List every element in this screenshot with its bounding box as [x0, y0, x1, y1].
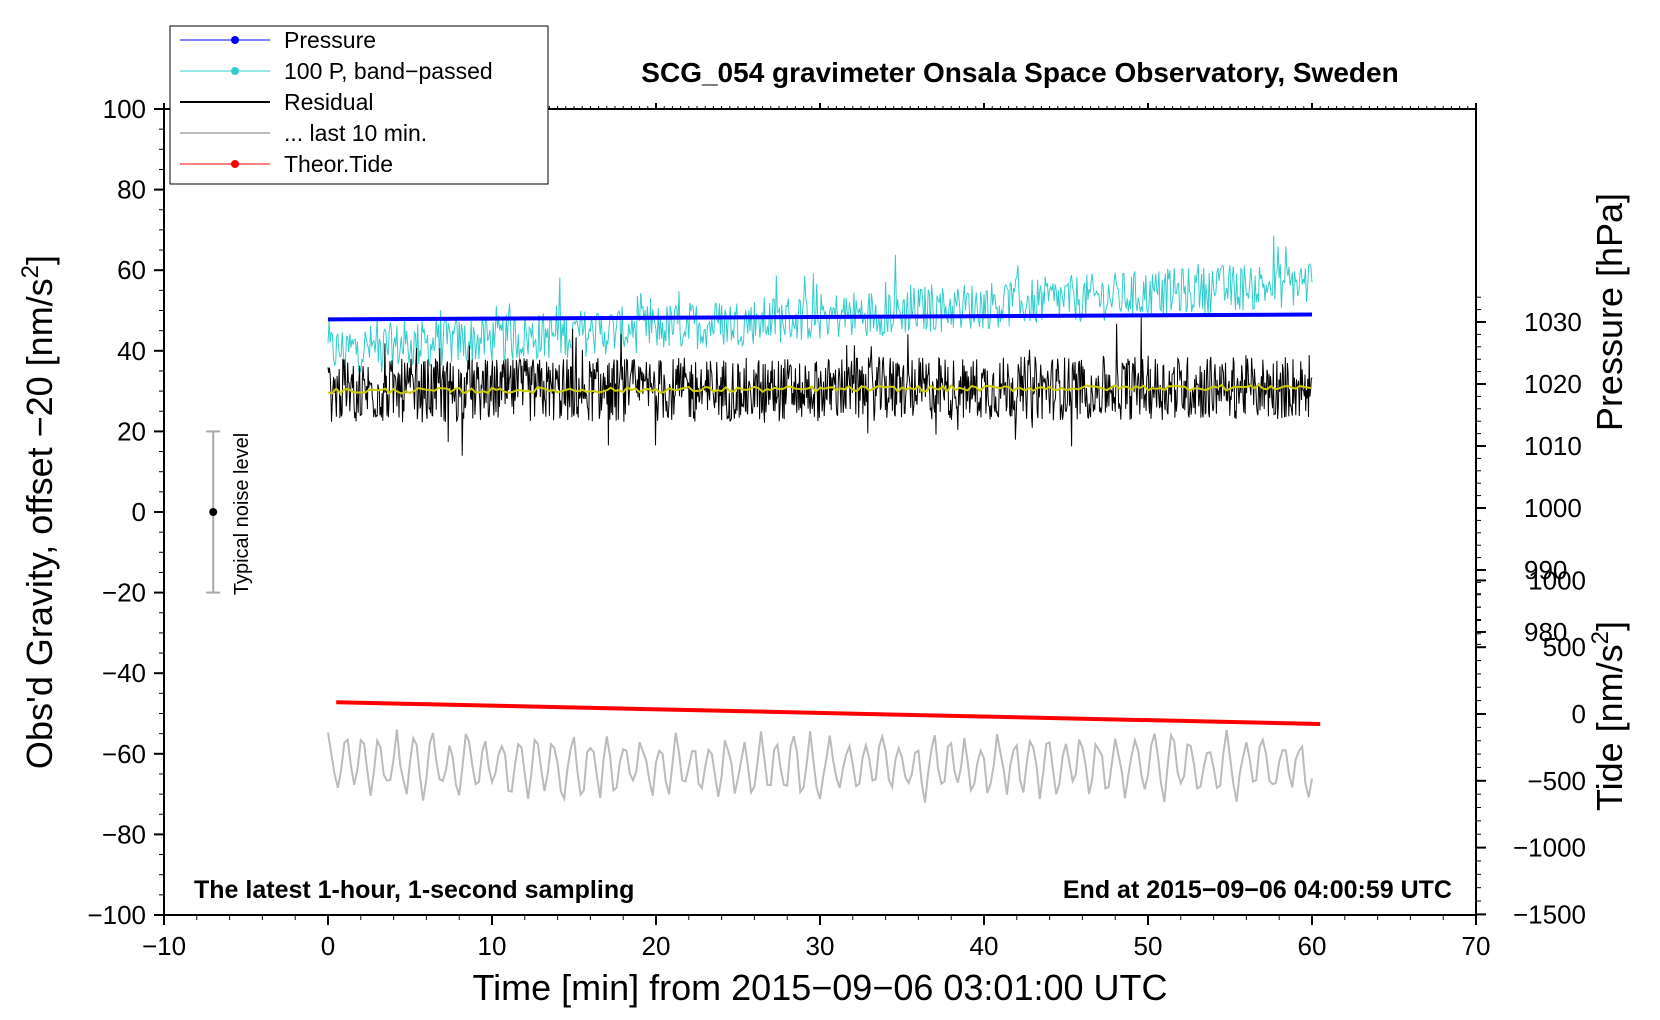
y-axis-ticks: 100 80 60 40 20 0 −20 −40 −60 −80 −100 [87, 94, 164, 930]
legend-label: Residual [284, 89, 374, 115]
noise-level-label: Typical noise level [231, 433, 253, 595]
tide-axis-ticks: 1000 500 0 −500 −1000 −1500 [1476, 565, 1586, 929]
y-tick-label: −100 [87, 900, 146, 930]
y-tick-label: 0 [132, 497, 146, 527]
tide-tick-label: 0 [1572, 699, 1586, 729]
series-residual-smoothed [327, 383, 1313, 395]
tide-tick-label: 500 [1543, 632, 1586, 662]
x-axis-label: Time [min] from 2015−09−06 03:01:00 UTC [472, 967, 1167, 1008]
y-tick-label: −20 [102, 578, 146, 608]
pressure-tick-label: 1000 [1524, 493, 1582, 523]
y-tick-label: 100 [103, 94, 146, 124]
y-tick-label: −80 [102, 819, 146, 849]
tide-tick-label: 1000 [1528, 565, 1586, 595]
y-tick-label: −60 [102, 739, 146, 769]
pressure-tick-label: 1030 [1524, 307, 1582, 337]
legend-marker [231, 36, 239, 44]
pressure-tick-label: 1020 [1524, 369, 1582, 399]
pressure-tick-label: 990 [1524, 555, 1567, 585]
x-tick-label: 30 [806, 931, 835, 961]
x-tick-label: 10 [478, 931, 507, 961]
tide-axis-label-main: Tide [nm/s [1589, 644, 1630, 811]
y-tick-label: −40 [102, 658, 146, 688]
noise-bar-center-dot [209, 508, 218, 516]
noise-level-bar [206, 430, 221, 594]
pressure-axis-label: Pressure [hPa] [1589, 193, 1630, 431]
y-tick-label: 80 [117, 175, 146, 205]
pressure-axis-ticks: 1030 1020 1010 1000 990 980 [1476, 296, 1582, 647]
series-theor-tide [336, 700, 1321, 726]
pressure-tick-label: 980 [1524, 617, 1567, 647]
legend-label: ... last 10 min. [284, 120, 427, 146]
pressure-tick-label: 1010 [1524, 431, 1582, 461]
x-tick-label: −10 [142, 931, 186, 961]
x-tick-label: 0 [321, 931, 335, 961]
x-tick-label: 70 [1462, 931, 1491, 961]
tide-tick-label: −1500 [1513, 899, 1586, 929]
annotation-end-time: End at 2015−09−06 04:00:59 UTC [1063, 876, 1452, 904]
y-axis-label-main: Obs'd Gravity, offset −20 [nm/s [19, 278, 60, 769]
y-axis-label-end: ] [19, 255, 60, 265]
y-axis-label: Obs'd Gravity, offset −20 [nm/s2] [17, 255, 60, 769]
legend-box [169, 25, 549, 185]
y-tick-label: 20 [117, 416, 146, 446]
x-tick-label: 40 [970, 931, 999, 961]
legend-label: 100 P, band−passed [284, 58, 493, 84]
tide-axis-label: Tide [nm/s2] [1587, 621, 1630, 811]
tide-tick-label: −1000 [1513, 833, 1586, 863]
x-tick-label: 50 [1134, 931, 1163, 961]
tide-tick-label: −500 [1527, 766, 1586, 796]
y-axis-label-sup: 2 [17, 265, 44, 278]
annotation-sampling: The latest 1-hour, 1-second sampling [194, 876, 634, 904]
tide-axis-label-sup: 2 [1587, 631, 1614, 644]
legend-marker [231, 160, 239, 168]
y-tick-label: 60 [117, 255, 146, 285]
legend-label: Pressure [284, 27, 376, 53]
y-tick-label: 40 [117, 336, 146, 366]
x-tick-label: 60 [1298, 931, 1327, 961]
series-last-10-min [327, 729, 1313, 803]
chart-title: SCG_054 gravimeter Onsala Space Observat… [641, 57, 1398, 88]
legend: Pressure 100 P, band−passed Residual ... la… [169, 25, 549, 185]
legend-marker [231, 67, 239, 75]
tide-axis-label-end: ] [1589, 621, 1630, 631]
series-pressure [327, 312, 1313, 322]
legend-label: Theor.Tide [284, 151, 393, 177]
series-layer [327, 235, 1321, 803]
x-tick-label: 20 [642, 931, 671, 961]
